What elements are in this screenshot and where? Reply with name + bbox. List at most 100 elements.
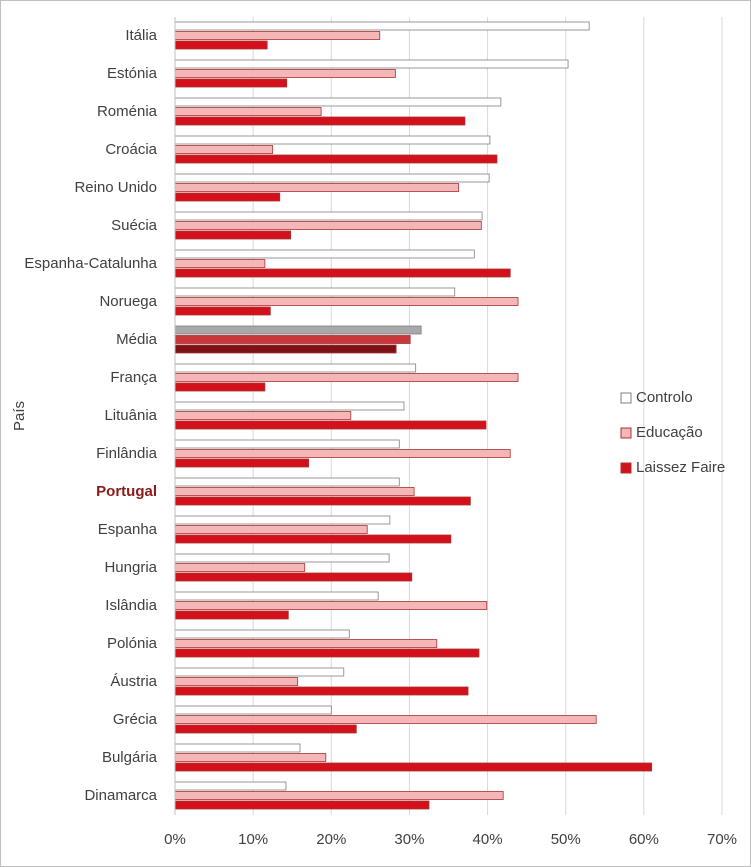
- bar: [174, 287, 456, 297]
- bar: [174, 439, 400, 449]
- bar: [174, 781, 287, 791]
- bar: [174, 610, 289, 620]
- bar: [174, 40, 268, 50]
- bar: [174, 135, 491, 145]
- bar: [174, 420, 487, 430]
- x-tick-label: 40%: [473, 831, 503, 848]
- bar: [174, 553, 390, 563]
- y-axis-title: País: [11, 401, 28, 431]
- y-tick-label: Média: [116, 331, 158, 348]
- y-tick-label: Grécia: [113, 711, 158, 728]
- bar: [174, 192, 281, 202]
- x-tick-label: 30%: [394, 831, 424, 848]
- bar: [174, 591, 379, 601]
- bar: [174, 411, 352, 420]
- bar: [174, 221, 482, 230]
- bar: [174, 306, 271, 316]
- bar: [174, 743, 301, 753]
- bar: [174, 762, 653, 772]
- bar: [174, 59, 569, 69]
- bar: [174, 667, 345, 677]
- bar: [174, 268, 511, 278]
- bar: [174, 753, 327, 762]
- bar: [174, 69, 396, 78]
- bar: [174, 800, 430, 810]
- y-tick-label: Reino Unido: [74, 179, 157, 196]
- bar: [174, 382, 266, 392]
- y-tick-label: França: [110, 369, 157, 386]
- bar: [174, 534, 452, 544]
- bar: [174, 211, 483, 221]
- x-tick-label: 0%: [164, 831, 186, 848]
- bar: [174, 487, 415, 496]
- x-tick-label: 20%: [316, 831, 346, 848]
- bar: [174, 21, 590, 31]
- bar: [174, 363, 417, 373]
- bar: [174, 230, 292, 240]
- legend-swatch: [620, 427, 632, 439]
- legend-label: Laissez Faire: [636, 459, 725, 476]
- bar: [174, 525, 368, 534]
- bar: [174, 458, 310, 468]
- bar: [174, 677, 299, 686]
- bar: [174, 496, 471, 506]
- bar: [174, 145, 274, 154]
- y-tick-label: Suécia: [111, 217, 158, 234]
- x-tick-label: 10%: [238, 831, 268, 848]
- y-tick-label: Espanha-Catalunha: [24, 255, 157, 272]
- x-tick-label: 60%: [629, 831, 659, 848]
- bar: [174, 629, 350, 639]
- bar: [174, 639, 438, 648]
- bar: [174, 325, 422, 335]
- bar: [174, 705, 332, 715]
- y-tick-label: Finlândia: [96, 445, 158, 462]
- y-tick-label: Áustria: [110, 673, 157, 690]
- legend-label: Controlo: [636, 389, 693, 406]
- legend-swatch: [620, 462, 632, 474]
- y-tick-label: Roménia: [97, 103, 158, 120]
- bar: [174, 648, 480, 658]
- x-tick-label: 50%: [551, 831, 581, 848]
- y-tick-label: Hungria: [104, 559, 157, 576]
- bar: [174, 791, 504, 800]
- y-tick-label: Croácia: [105, 141, 157, 158]
- bar: [174, 401, 405, 411]
- bar: [174, 686, 469, 696]
- y-tick-label: Polónia: [107, 635, 158, 652]
- legend-swatch: [620, 392, 632, 404]
- y-tick-label: Islândia: [105, 597, 157, 614]
- bar: [174, 78, 288, 88]
- bar: [174, 373, 519, 382]
- x-tick-label: 70%: [707, 831, 737, 848]
- y-tick-label: Dinamarca: [84, 787, 157, 804]
- y-tick-label: Itália: [125, 27, 157, 44]
- bar: [174, 249, 475, 259]
- bar: [174, 297, 519, 306]
- bar: [174, 173, 490, 183]
- bar: [174, 116, 466, 126]
- bar: [174, 107, 322, 116]
- bar: [174, 601, 488, 610]
- y-tick-label: Estónia: [107, 65, 158, 82]
- bar: [174, 183, 460, 192]
- bar: [174, 31, 381, 40]
- bar: [174, 572, 413, 582]
- legend-label: Educação: [636, 424, 703, 441]
- y-tick-label: Bulgária: [102, 749, 158, 766]
- bar: [174, 715, 597, 724]
- bar: [174, 335, 411, 344]
- bar: [174, 449, 511, 458]
- bar: [174, 154, 498, 164]
- bar: [174, 477, 400, 487]
- bar: [174, 563, 306, 572]
- bar: [174, 515, 391, 525]
- y-tick-label: Noruega: [99, 293, 157, 310]
- bar: [174, 97, 502, 107]
- bar: [174, 724, 357, 734]
- y-tick-label: Portugal: [96, 483, 157, 500]
- y-tick-label: Lituânia: [104, 407, 157, 424]
- bar: [174, 344, 397, 354]
- bar: [174, 259, 266, 268]
- y-tick-label: Espanha: [98, 521, 158, 538]
